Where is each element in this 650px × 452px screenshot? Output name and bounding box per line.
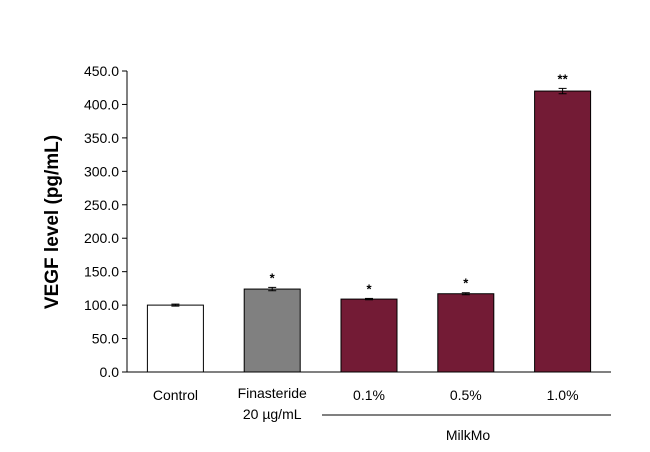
y-tick-label: 250.0	[84, 197, 119, 213]
significance-marker: **	[558, 71, 569, 86]
y-axis-title: VEGF level (pg/mL)	[42, 135, 63, 309]
bars-group	[146, 87, 592, 373]
y-tick-label: 400.0	[84, 96, 119, 112]
category-label: Finasteride	[238, 385, 307, 401]
y-tick-label: 300.0	[84, 163, 119, 179]
axes-group: 0.0 50.0 100.0 150.0 200.0 250.0 300.0 350.0 400…	[84, 63, 611, 380]
y-tick-label: 200.0	[84, 230, 119, 246]
y-tick-label: 0.0	[100, 364, 120, 380]
category-label: 0.5%	[450, 387, 482, 403]
bar	[340, 298, 398, 373]
milkmo-group-label: MilkMo	[446, 427, 491, 443]
significance-marker: *	[270, 270, 276, 285]
category-label: Control	[153, 387, 198, 403]
category-label: 20 µg/mL	[243, 406, 302, 422]
y-tick-label: 50.0	[92, 331, 119, 347]
significance-marker: *	[463, 276, 469, 291]
bar	[146, 304, 204, 373]
category-label: 0.1%	[353, 387, 385, 403]
y-tick-label: 450.0	[84, 63, 119, 79]
labels-group: Control * Finasteride 20 µg/mL * 0.1% * 0.5% ** 1…	[153, 71, 579, 422]
y-tick-label: 350.0	[84, 130, 119, 146]
y-tick-label: 150.0	[84, 264, 119, 280]
bar	[534, 90, 592, 373]
category-label: 1.0%	[547, 387, 579, 403]
y-tick-label: 100.0	[84, 297, 119, 313]
significance-marker: *	[366, 281, 372, 296]
bar	[243, 288, 301, 373]
bar	[437, 293, 495, 373]
